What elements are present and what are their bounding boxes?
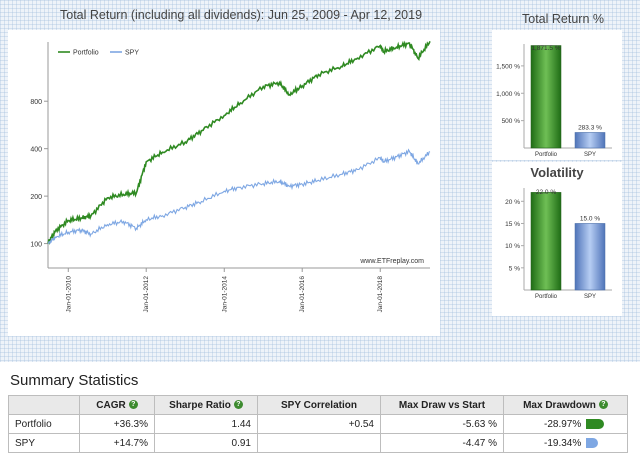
x-tick-label: SPY [584, 294, 596, 300]
sharpe-cell: 1.44 [154, 414, 258, 434]
row-name: Portfolio [8, 414, 80, 434]
draw-vs-start-cell: -5.63 % [380, 414, 504, 434]
draw-vs-start-cell: -4.47 % [380, 433, 504, 453]
total-return-panel: 500 % 1,000 % 1,500 % 1,871.5 % Portfolio 283… [492, 30, 622, 160]
bar-spy [574, 223, 606, 291]
x-tick-label: SPY [584, 152, 596, 158]
volatility-title: Volatility [530, 165, 584, 180]
table-row: SPY +14.7% 0.91 -4.47 % -19.34% [8, 433, 628, 453]
y-tick-label: 400 [30, 147, 42, 154]
x-tick-label: Portfolio [535, 294, 558, 300]
header-cagr-label: CAGR [96, 399, 126, 411]
header-correlation: SPY Correlation [257, 395, 381, 415]
watermark: www.ETFreplay.com [359, 258, 424, 265]
bar-portfolio [530, 192, 562, 291]
sharpe-cell: 0.91 [154, 433, 258, 453]
header-correlation-label: SPY Correlation [281, 399, 357, 411]
volatility-panel: Volatility 5 % 10 % 15 % 20 % 22.0 % Portfoli… [492, 162, 622, 316]
header-max-drawdown: Max Drawdown? [503, 395, 628, 415]
data-label-portfolio: 1,871.5 % [531, 45, 560, 52]
summary-section: Summary Statistics CAGR? Sharpe Ratio? S… [0, 362, 640, 464]
data-label-spy: 15.0 % [580, 215, 600, 222]
y-tick-label: 1,000 % [496, 91, 520, 98]
header-draw-vs-start: Max Draw vs Start [380, 395, 504, 415]
row-name: SPY [8, 433, 80, 453]
header-max-drawdown-label: Max Drawdown [523, 399, 596, 411]
x-tick-label: Portfolio [535, 152, 558, 158]
correlation-cell: +0.54 [257, 414, 381, 434]
max-drawdown-value: -28.97% [544, 418, 582, 430]
table-row: Portfolio +36.3% 1.44 +0.54 -5.63 % -28.… [8, 414, 628, 434]
x-tick-label: Jan-01-2018 [377, 276, 384, 313]
correlation-cell [257, 433, 381, 453]
max-drawdown-value: -19.34% [544, 437, 582, 449]
summary-header-row: CAGR? Sharpe Ratio? SPY Correlation Max … [8, 395, 628, 415]
drawdown-bar [586, 437, 598, 448]
total-return-title: Total Return % [522, 12, 604, 26]
y-tick-label: 100 [30, 242, 42, 249]
total-return-bar-chart: 500 % 1,000 % 1,500 % 1,871.5 % Portfolio 283… [496, 44, 612, 158]
y-tick-label: 5 % [509, 265, 520, 272]
data-label-portfolio: 22.0 % [536, 189, 556, 196]
main-line-chart: 100 200 400 800 Jan-01-2010 Jan-01-2012 Jan-01… [30, 40, 431, 313]
help-icon[interactable]: ? [128, 400, 138, 410]
x-tick-label: Jan-01-2010 [65, 276, 72, 313]
help-icon[interactable]: ? [233, 400, 243, 410]
summary-table: CAGR? Sharpe Ratio? SPY Correlation Max … [8, 395, 628, 453]
data-label-spy: 283.3 % [578, 124, 602, 131]
main-chart-title: Total Return (including all dividends): … [60, 8, 423, 22]
summary-title: Summary Statistics [10, 372, 139, 389]
header-cagr: CAGR? [79, 395, 155, 415]
drawdown-bar [586, 418, 604, 429]
series-line-spy [47, 148, 431, 245]
legend-label-portfolio: Portfolio [73, 50, 99, 57]
help-icon[interactable]: ? [598, 400, 608, 410]
y-tick-label: 800 [30, 99, 42, 106]
y-tick-label: 20 % [505, 199, 520, 206]
volatility-bar-chart: 5 % 10 % 15 % 20 % 22.0 % Portfolio 15.0 % SPY [505, 188, 612, 300]
bar-portfolio [530, 45, 562, 149]
main-chart-panel: 100 200 400 800 Jan-01-2010 Jan-01-2012 Jan-01… [8, 30, 440, 336]
x-tick-label: Jan-01-2016 [299, 276, 306, 313]
header-sharpe: Sharpe Ratio? [154, 395, 258, 415]
bar-spy [574, 132, 606, 149]
cagr-cell: +36.3% [79, 414, 155, 434]
max-drawdown-cell: -19.34% [503, 433, 628, 453]
y-tick-label: 500 % [502, 118, 521, 125]
series-line-portfolio [47, 40, 431, 246]
header-blank [8, 395, 80, 415]
y-tick-label: 1,500 % [496, 63, 520, 70]
y-tick-label: 200 [30, 194, 42, 201]
x-tick-label: Jan-01-2012 [143, 276, 150, 313]
x-tick-label: Jan-01-2014 [221, 276, 228, 313]
max-drawdown-cell: -28.97% [503, 414, 628, 434]
y-tick-label: 15 % [505, 221, 520, 228]
legend-label-spy: SPY [125, 50, 139, 57]
header-draw-vs-start-label: Max Draw vs Start [398, 399, 486, 411]
cagr-cell: +14.7% [79, 433, 155, 453]
y-tick-label: 10 % [505, 243, 520, 250]
header-sharpe-label: Sharpe Ratio [169, 399, 231, 411]
